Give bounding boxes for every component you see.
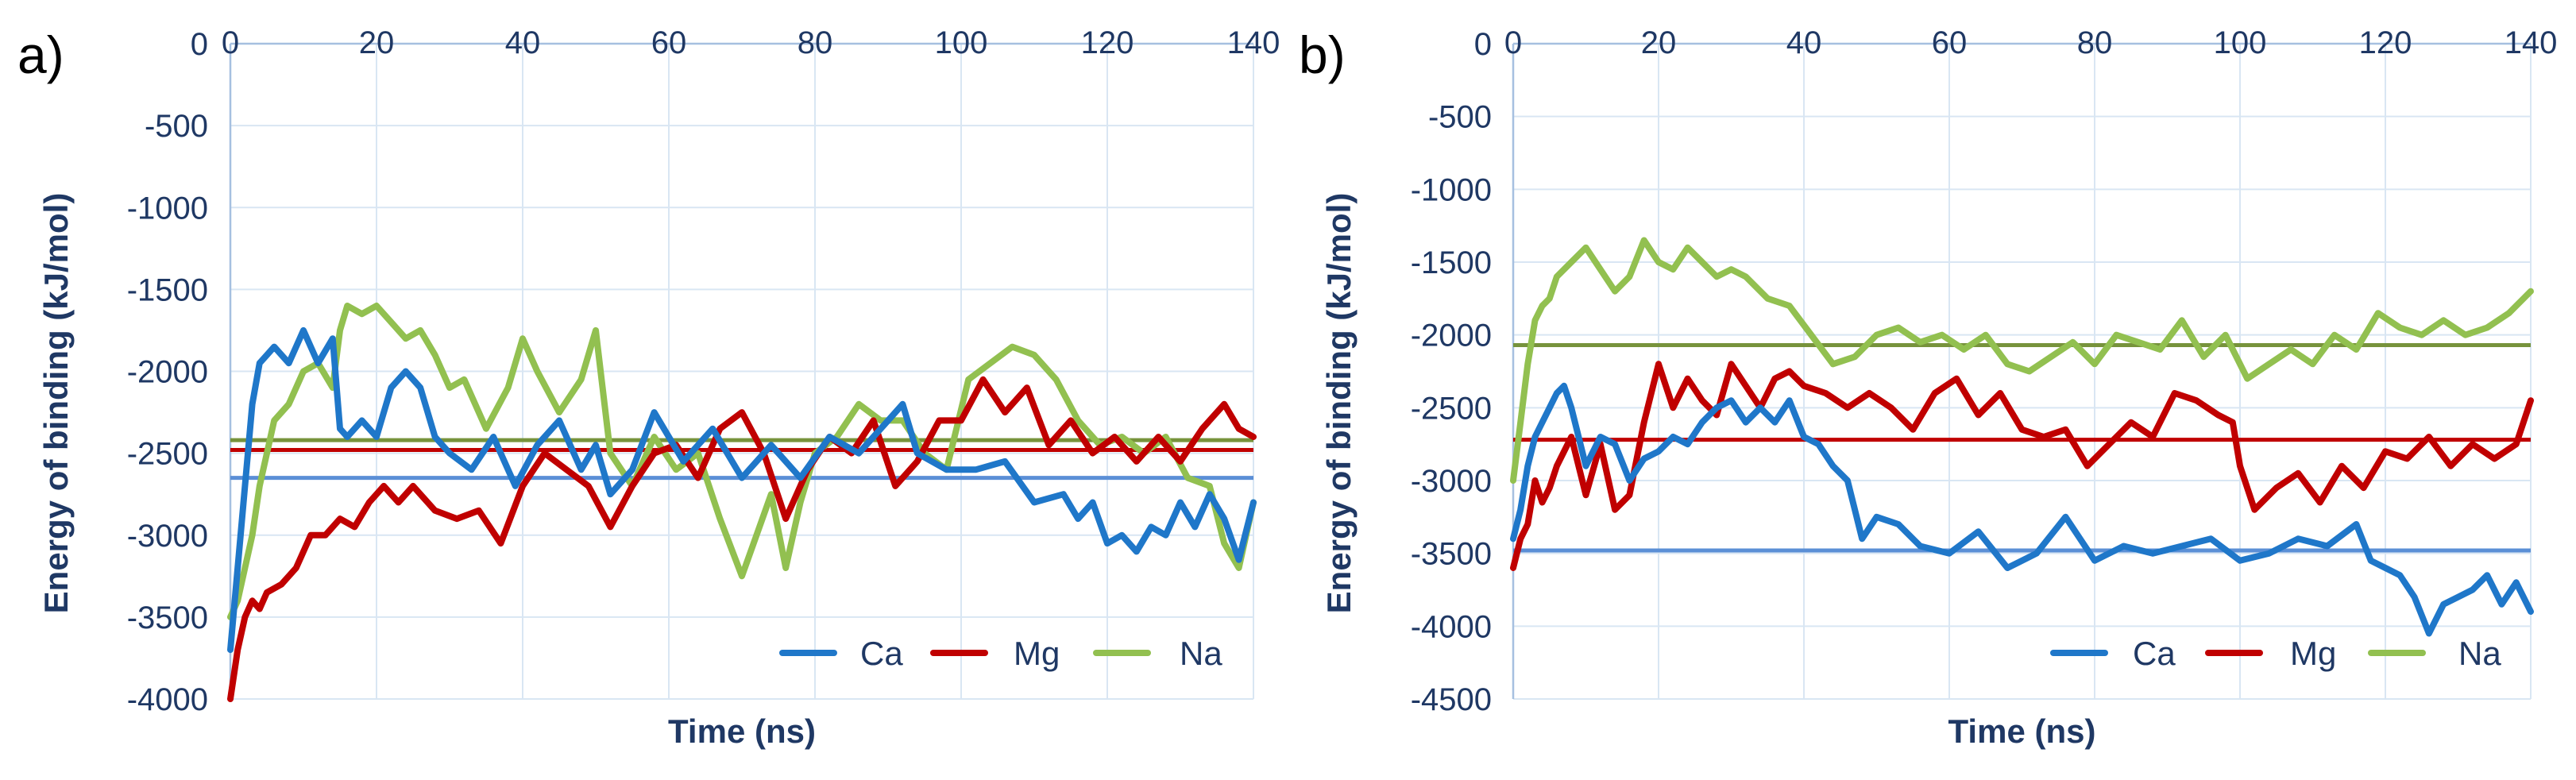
legend-label-mg: Mg xyxy=(1014,635,1060,672)
x-tick-label: 60 xyxy=(1932,25,1968,60)
chart-panel-a: 0 20 40 60 80 100 120 140 0 -500 -1000 -1500 -2000 -2… xyxy=(17,25,1280,750)
x-tick-label: 80 xyxy=(2077,25,2113,60)
y-tick-label: -3500 xyxy=(1411,537,1492,572)
y-tick-label: -3000 xyxy=(127,519,208,554)
x-axis-title: Time (ns) xyxy=(668,712,816,750)
x-tick-label: 100 xyxy=(935,25,988,60)
y-tick-label: -2500 xyxy=(1411,391,1492,426)
y-tick-label: -4000 xyxy=(127,682,208,717)
y-tick-label: -3000 xyxy=(1411,464,1492,499)
y-tick-label: -3500 xyxy=(127,600,208,635)
x-tick-label: 40 xyxy=(1786,25,1822,60)
y-tick-label: -1500 xyxy=(127,272,208,307)
series-line-na xyxy=(227,303,1257,620)
x-tick-label: 140 xyxy=(2505,25,2558,60)
x-tick-label: 100 xyxy=(2214,25,2267,60)
y-tick-label: -2000 xyxy=(1411,319,1492,353)
legend-label-na: Na xyxy=(2458,635,2501,672)
x-tick-label: 20 xyxy=(1641,25,1677,60)
panel-label: b) xyxy=(1299,25,1346,84)
x-tick-label: 120 xyxy=(2359,25,2412,60)
x-tick-label: 80 xyxy=(798,25,833,60)
series-line-ca xyxy=(1510,382,2534,637)
x-tick-label: 0 xyxy=(1504,25,1522,60)
y-tick-label: 0 xyxy=(191,27,208,62)
series-line-na xyxy=(1510,237,2534,484)
y-tick-label: -500 xyxy=(1428,100,1492,135)
y-tick-label: -1000 xyxy=(127,191,208,226)
legend-label-mg: Mg xyxy=(2290,635,2336,672)
y-tick-label: -500 xyxy=(145,109,208,144)
x-tick-label: 40 xyxy=(505,25,541,60)
x-tick-label: 60 xyxy=(651,25,687,60)
y-tick-label: -4000 xyxy=(1411,609,1492,644)
x-axis-title: Time (ns) xyxy=(1948,712,2096,750)
legend: Ca Mg Na xyxy=(2050,635,2501,672)
y-axis-title: Energy of binding (kJ/mol) xyxy=(1320,193,1358,614)
legend-label-ca: Ca xyxy=(860,635,903,672)
series-line-ca xyxy=(227,326,1257,654)
y-tick-label: -1500 xyxy=(1411,245,1492,280)
x-tick-label: 20 xyxy=(359,25,395,60)
panel-label: a) xyxy=(17,25,64,84)
y-tick-label: -2500 xyxy=(127,437,208,472)
y-axis-title: Energy of binding (kJ/mol) xyxy=(37,193,75,614)
y-tick-label: -4500 xyxy=(1411,682,1492,717)
x-tick-label: 120 xyxy=(1081,25,1134,60)
chart-panel-b: 0 20 40 60 80 100 120 140 0 -500 -1000 -1500 -2000 -2… xyxy=(1299,25,2557,750)
y-tick-label: 0 xyxy=(1474,27,1492,62)
y-tick-label: -2000 xyxy=(127,355,208,390)
legend-label-na: Na xyxy=(1180,635,1222,672)
legend-label-ca: Ca xyxy=(2133,635,2176,672)
legend: Ca Mg Na xyxy=(779,635,1222,672)
x-tick-label: 140 xyxy=(1227,25,1280,60)
y-tick-label: -1000 xyxy=(1411,172,1492,207)
x-tick-label: 0 xyxy=(222,25,239,60)
series-line-mg xyxy=(1510,361,2534,571)
